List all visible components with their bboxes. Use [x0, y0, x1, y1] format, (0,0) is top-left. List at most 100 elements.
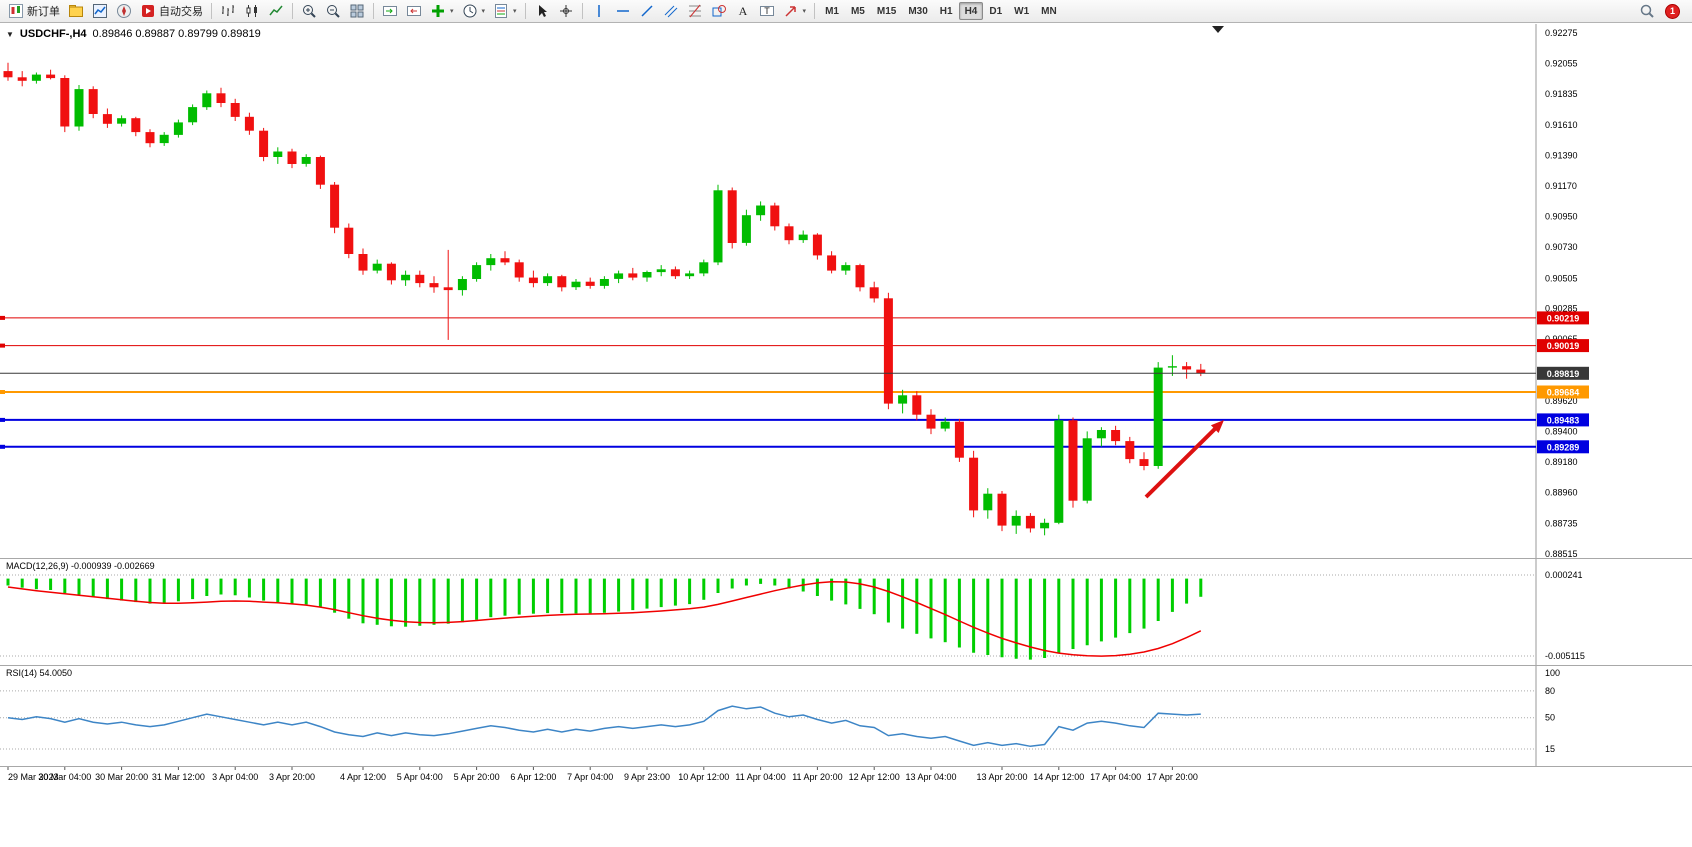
svg-text:T: T — [764, 6, 770, 16]
price-tick-label: 0.89620 — [1545, 396, 1578, 406]
navigator-button[interactable] — [112, 1, 136, 21]
svg-text:0.90219: 0.90219 — [1547, 313, 1580, 323]
timeframe-h4-button[interactable]: H4 — [958, 2, 984, 20]
auto-trading-button-label: 自动交易 — [159, 6, 203, 18]
main-chart-panel[interactable]: 0.92275 0.92055 0.91835 0.91610 0.91390 0.911… — [0, 24, 1692, 558]
profiles-icon — [69, 5, 83, 17]
svg-text:0.90019: 0.90019 — [1547, 341, 1580, 351]
auto-scroll-icon — [383, 6, 397, 16]
price-tick-label: 0.88960 — [1545, 487, 1578, 497]
rsi-level-label: 15 — [1545, 744, 1555, 754]
timeframe-d1-button[interactable]: D1 — [989, 5, 1003, 17]
dropdown-arrow-icon: ▾ — [802, 8, 807, 15]
cursor-button[interactable] — [530, 1, 554, 21]
candles-icon — [246, 5, 257, 17]
toolbar-separator — [581, 3, 583, 19]
chart-shift-button[interactable] — [402, 1, 426, 21]
time-tick-label: 13 Apr 20:00 — [976, 772, 1027, 782]
cursor-icon — [538, 5, 547, 17]
toolbar-separator — [373, 3, 374, 19]
price-tick-label: 0.92275 — [1545, 28, 1578, 38]
templates-button[interactable]: ▾ — [489, 1, 521, 21]
periods-button[interactable]: ▾ — [458, 1, 490, 21]
timeframe-m5-button[interactable]: M5 — [850, 5, 865, 17]
rsi-panel[interactable]: 100 80 50 15 RSI(14) 54.0050 — [0, 665, 1692, 767]
time-tick-label: 9 Apr 23:00 — [624, 772, 670, 782]
chart-shift-marker[interactable] — [1212, 26, 1224, 33]
toolbar-separator — [524, 3, 526, 19]
horizontal-line-button[interactable] — [611, 1, 635, 21]
macd-canvas[interactable]: 0.000241 -0.005115 — [0, 559, 1692, 666]
zoom-in-icon — [303, 5, 316, 18]
time-tick-label: 11 Apr 04:00 — [735, 772, 785, 782]
bar-chart-button[interactable] — [216, 1, 240, 21]
price-tick-label: 0.90730 — [1545, 242, 1578, 252]
indicators-button[interactable]: ▾ — [426, 1, 458, 21]
line-anchor — [0, 444, 5, 449]
new-order-icon — [9, 4, 23, 18]
time-tick-label: 12 Apr 12:00 — [849, 772, 900, 782]
macd-panel[interactable]: 0.000241 -0.005115 MACD(12,26,9) -0.00093… — [0, 558, 1692, 666]
rsi-level-label: 100 — [1545, 668, 1560, 678]
fibonacci-button[interactable] — [683, 1, 707, 21]
macd-signal-line — [7, 580, 1202, 657]
text-button[interactable]: A — [731, 1, 755, 21]
tile-windows-button[interactable] — [345, 1, 369, 21]
toolbar-separator — [814, 3, 816, 19]
shapes-button[interactable] — [707, 1, 731, 21]
price-chart-canvas[interactable]: 0.92275 0.92055 0.91835 0.91610 0.91390 0.911… — [0, 24, 1692, 558]
line-anchor — [0, 417, 5, 422]
zoom-out-button[interactable] — [321, 1, 345, 21]
timeframe-w1-button[interactable]: W1 — [1014, 5, 1030, 17]
rsi-canvas[interactable]: 100 80 50 15 — [0, 666, 1692, 767]
crosshair-button[interactable] — [554, 1, 578, 21]
channel-button[interactable] — [659, 1, 683, 21]
trend-arrow[interactable] — [1144, 420, 1224, 499]
zoom-in-button[interactable] — [297, 1, 321, 21]
indicators-icon — [432, 5, 444, 17]
time-tick-label: 31 Mar 12:00 — [152, 772, 205, 782]
market-watch-button[interactable] — [88, 1, 112, 21]
timeframe-m15-button[interactable]: M15 — [876, 5, 897, 17]
arrows-button[interactable]: ▾ — [779, 1, 811, 21]
profiles-button[interactable] — [64, 1, 88, 21]
auto-scroll-button[interactable] — [378, 1, 402, 21]
rsi-level-label: 80 — [1545, 686, 1555, 696]
timeframe-h1-button[interactable]: H1 — [939, 5, 953, 17]
search-button[interactable] — [1635, 1, 1659, 21]
label-icon: T — [759, 6, 774, 16]
trendline-button[interactable] — [635, 1, 659, 21]
price-tick-label: 0.91390 — [1545, 151, 1578, 161]
new-order-button-label: 新订单 — [27, 6, 60, 18]
text-label-button[interactable]: T — [755, 1, 779, 21]
symbol-dropdown-icon[interactable]: ▼ — [6, 29, 14, 39]
new-order-button[interactable]: 新订单 — [4, 1, 64, 21]
time-tick-label: 29 Mar 2023 — [8, 772, 59, 782]
price-tick-label: 0.88735 — [1545, 519, 1578, 529]
navigator-icon — [117, 4, 131, 18]
notification-badge[interactable]: 1 — [1665, 3, 1680, 19]
price-tick-label: 0.88515 — [1545, 549, 1578, 558]
time-tick-label: 4 Apr 12:00 — [340, 772, 386, 782]
chart-symbol-label: USDCHF-,H4 — [19, 28, 87, 40]
arrows-icon — [785, 6, 796, 17]
toolbar-separator — [211, 3, 212, 19]
svg-text:0.89684: 0.89684 — [1547, 388, 1580, 398]
timeframe-m1-button[interactable]: M1 — [825, 5, 839, 17]
market-watch-icon — [93, 4, 107, 18]
vertical-line-button[interactable] — [587, 1, 611, 21]
timeframe-m30-button[interactable]: M30 — [908, 5, 928, 17]
timeframe-mn-button[interactable]: MN — [1041, 5, 1057, 17]
zoom-out-icon — [327, 5, 340, 18]
line-chart-button[interactable] — [264, 1, 288, 21]
toolbar-separator — [292, 3, 293, 19]
time-tick-label: 5 Apr 04:00 — [397, 772, 443, 782]
price-tag: 0.89684 — [1537, 385, 1589, 399]
time-axis[interactable]: 29 Mar 2023 30 Mar 04:00 30 Mar 20:00 31 Ma… — [0, 766, 1692, 790]
auto-trading-button[interactable]: 自动交易 — [136, 1, 207, 21]
toolbar-right-group: 1 — [1635, 1, 1688, 21]
price-tag: 0.90219 — [1537, 311, 1589, 325]
candlestick-chart-button[interactable] — [240, 1, 264, 21]
line-anchor — [0, 390, 5, 394]
